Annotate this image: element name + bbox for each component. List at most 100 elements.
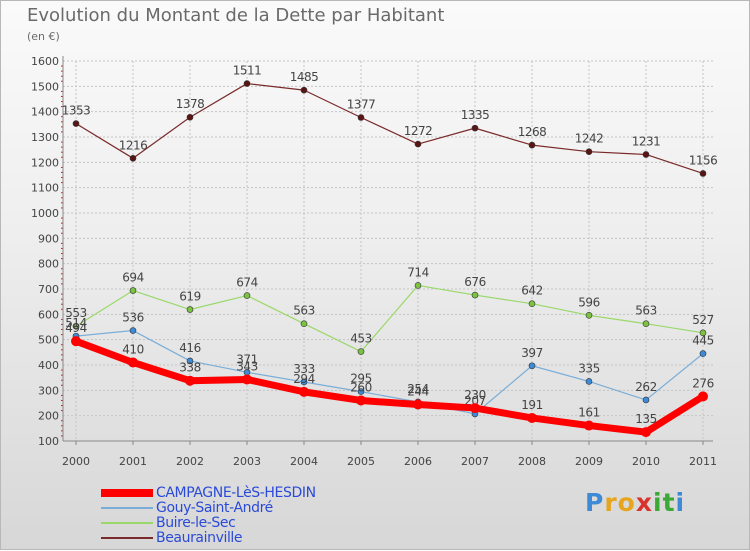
data-point-campagne-l-s-hesdin: [242, 374, 252, 385]
data-label-beaurainville: 1268: [518, 125, 547, 139]
logo-letter: r: [604, 488, 618, 517]
legend-label: Buire-le-Sec: [156, 515, 236, 531]
data-label-beaurainville: 1242: [575, 132, 604, 146]
data-point-campagne-l-s-hesdin: [413, 399, 423, 410]
legend-swatch: [101, 522, 153, 524]
legend-label: CAMPAGNE-LèS-HESDIN: [156, 485, 316, 501]
data-label-buire-le-sec: 642: [521, 284, 542, 298]
y-tick-label: 700: [38, 283, 59, 296]
data-point-campagne-l-s-hesdin: [641, 427, 651, 438]
data-point-buire-le-sec: [72, 322, 80, 330]
data-label-beaurainville: 1378: [176, 97, 205, 111]
y-tick-label: 1000: [31, 207, 59, 220]
y-tick-label: 600: [38, 308, 59, 321]
x-tick-label: 2009: [575, 455, 603, 468]
data-point-gouy-saint-andr-: [642, 396, 650, 404]
data-label-beaurainville: 1216: [119, 138, 148, 152]
data-point-gouy-saint-andr-: [129, 327, 137, 334]
data-label-beaurainville: 1377: [347, 97, 376, 111]
data-point-buire-le-sec: [414, 282, 422, 289]
x-tick-label: 2004: [290, 455, 318, 468]
y-tick-label: 300: [38, 384, 59, 397]
y-tick-label: 500: [38, 334, 59, 347]
logo-letter: i: [675, 488, 686, 517]
data-label-buire-le-sec: 527: [692, 313, 713, 327]
x-tick-label: 2011: [689, 455, 717, 468]
y-tick-label: 1400: [31, 106, 59, 119]
x-tick-label: 2001: [119, 455, 147, 468]
data-point-campagne-l-s-hesdin: [299, 386, 309, 397]
data-label-buire-le-sec: 563: [293, 304, 314, 318]
data-point-beaurainville: [357, 114, 365, 121]
data-label-beaurainville: 1511: [233, 64, 262, 78]
data-label-campagne-l-s-hesdin: 494: [65, 321, 86, 335]
data-label-buire-le-sec: 563: [635, 304, 656, 318]
data-point-beaurainville: [72, 120, 80, 127]
y-tick-label: 100: [38, 435, 59, 448]
y-tick-label: 1600: [31, 55, 59, 68]
data-label-buire-le-sec: 553: [65, 306, 86, 320]
data-point-beaurainville: [129, 154, 137, 162]
proxiti-logo: Proxiti: [585, 488, 685, 517]
legend-swatch: [101, 537, 153, 539]
data-point-beaurainville: [186, 113, 194, 121]
data-point-campagne-l-s-hesdin: [470, 403, 480, 414]
chart-title: Evolution du Montant de la Dette par Hab…: [27, 5, 445, 26]
data-label-gouy-saint-andr-: 295: [350, 372, 371, 386]
data-label-buire-le-sec: 619: [179, 290, 200, 304]
data-label-campagne-l-s-hesdin: 135: [635, 412, 656, 426]
data-point-buire-le-sec: [129, 287, 137, 294]
data-point-buire-le-sec: [357, 348, 365, 355]
data-point-beaurainville: [471, 124, 479, 132]
data-label-beaurainville: 1353: [62, 104, 91, 118]
y-tick-label: 200: [38, 410, 59, 423]
data-point-gouy-saint-andr-: [699, 350, 707, 357]
data-label-gouy-saint-andr-: 254: [407, 382, 428, 396]
x-tick-label: 2005: [347, 455, 375, 468]
data-point-gouy-saint-andr-: [357, 388, 365, 395]
data-label-gouy-saint-andr-: 514: [65, 316, 86, 330]
y-tick-label: 1500: [31, 80, 59, 93]
data-point-gouy-saint-andr-: [585, 378, 593, 385]
data-point-gouy-saint-andr-: [300, 378, 308, 386]
x-tick-label: 2010: [632, 455, 660, 468]
data-label-gouy-saint-andr-: 397: [521, 346, 542, 360]
y-tick-label: 1300: [31, 131, 59, 144]
unit-label: (en €): [27, 30, 60, 43]
series-line-gouy-saint-andr-: [75, 329, 704, 415]
data-point-campagne-l-s-hesdin: [71, 336, 81, 347]
data-point-beaurainville: [699, 170, 707, 177]
x-tick-label: 2006: [404, 455, 432, 468]
data-point-gouy-saint-andr-: [528, 362, 536, 370]
logo-letter: i: [653, 488, 663, 517]
y-tick-label: 900: [38, 232, 59, 245]
logo-letter: o: [617, 488, 636, 517]
data-label-gouy-saint-andr-: 371: [236, 352, 257, 366]
data-point-buire-le-sec: [243, 292, 251, 299]
data-point-buire-le-sec: [699, 329, 707, 337]
data-label-gouy-saint-andr-: 536: [122, 311, 143, 325]
data-label-buire-le-sec: 453: [350, 332, 371, 346]
data-label-campagne-l-s-hesdin: 338: [179, 361, 200, 375]
data-label-gouy-saint-andr-: 445: [692, 334, 713, 348]
data-label-beaurainville: 1156: [689, 153, 718, 167]
data-point-beaurainville: [642, 151, 650, 158]
data-point-gouy-saint-andr-: [186, 357, 194, 365]
data-label-campagne-l-s-hesdin: 230: [464, 388, 485, 402]
data-label-buire-le-sec: 674: [236, 276, 257, 290]
data-label-buire-le-sec: 694: [122, 271, 143, 285]
y-tick-label: 1100: [31, 182, 59, 195]
x-tick-label: 2007: [461, 455, 489, 468]
y-tick-label: 800: [38, 258, 59, 271]
x-tick-label: 2000: [62, 455, 90, 468]
logo-letter: t: [662, 488, 676, 517]
data-label-buire-le-sec: 676: [464, 275, 485, 289]
logo-letter: P: [585, 488, 605, 517]
y-tick-label: 1200: [31, 156, 59, 169]
data-label-campagne-l-s-hesdin: 343: [236, 359, 257, 373]
data-point-campagne-l-s-hesdin: [185, 375, 195, 386]
data-label-campagne-l-s-hesdin: 294: [293, 372, 314, 386]
data-point-buire-le-sec: [471, 291, 479, 299]
data-label-beaurainville: 1272: [404, 124, 433, 138]
